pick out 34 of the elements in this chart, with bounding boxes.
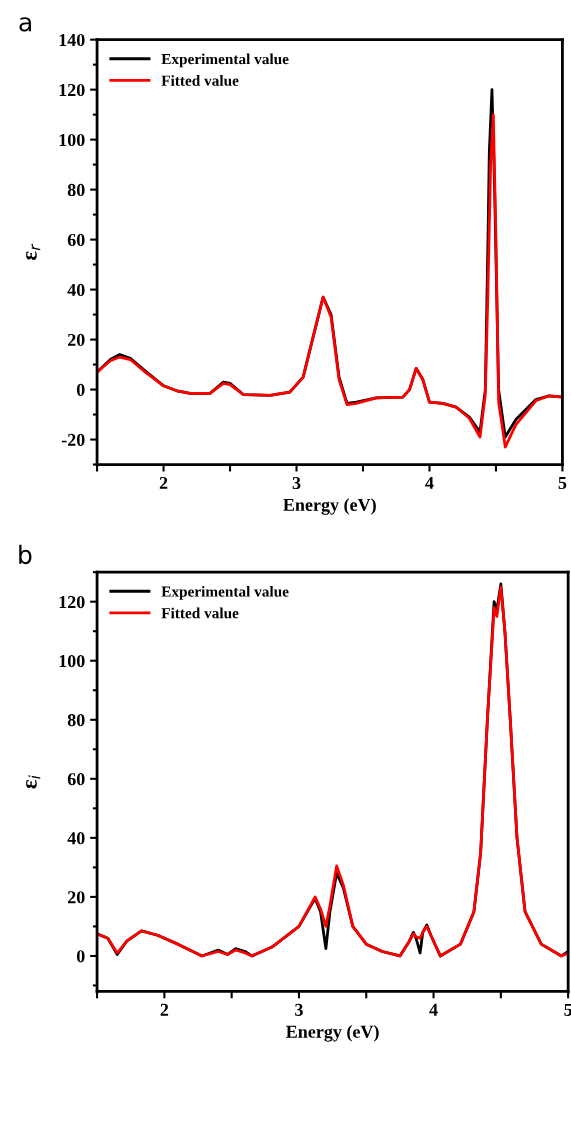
y-tick-label: 40 (67, 832, 85, 845)
y-tick-label: 0 (76, 383, 85, 396)
y-tick-label: 80 (67, 183, 85, 197)
text: a (19, 17, 32, 32)
x-tick-label: 2 (159, 476, 168, 489)
x-tick-label: 3 (292, 476, 301, 490)
y-tick-label: 20 (67, 891, 85, 904)
y-axis-title: ε$_{r}$ (26, 243, 41, 260)
y-axis-title: ε$_{i}$ (26, 775, 41, 789)
y-tick-label: 60 (67, 773, 85, 786)
y-tick-label: 60 (67, 233, 85, 247)
y-tick-label: 40 (67, 283, 85, 297)
x-tick-label: 4 (425, 476, 434, 489)
y-tick-label: 100 (59, 654, 85, 668)
y-tick-label: -20 (61, 433, 85, 446)
legend-label: Experimental value (161, 586, 289, 600)
y-tick-label: 120 (59, 83, 85, 97)
x-tick-label: 4 (429, 1003, 438, 1016)
x-tick-label: 5 (564, 1003, 571, 1016)
y-tick-label: 0 (76, 950, 85, 963)
x-tick-label: 3 (295, 1003, 303, 1016)
y-tick-label: 80 (67, 714, 85, 727)
y-tick-label: 100 (59, 133, 85, 147)
legend-label: Fitted value (161, 75, 239, 86)
legend-label: Experimental value (161, 53, 289, 68)
x-tick-label: 2 (160, 1003, 169, 1016)
y-tick-label: 20 (67, 333, 85, 347)
legend-label: Fitted value (161, 607, 239, 619)
x-axis-title: Energy (eV) (286, 1025, 379, 1042)
y-tick-label: 140 (59, 33, 85, 47)
text: b (19, 544, 32, 565)
x-axis-title: Energy (eV) (283, 498, 376, 515)
y-tick-label: 120 (59, 595, 85, 609)
x-tick-label: 5 (558, 477, 567, 490)
